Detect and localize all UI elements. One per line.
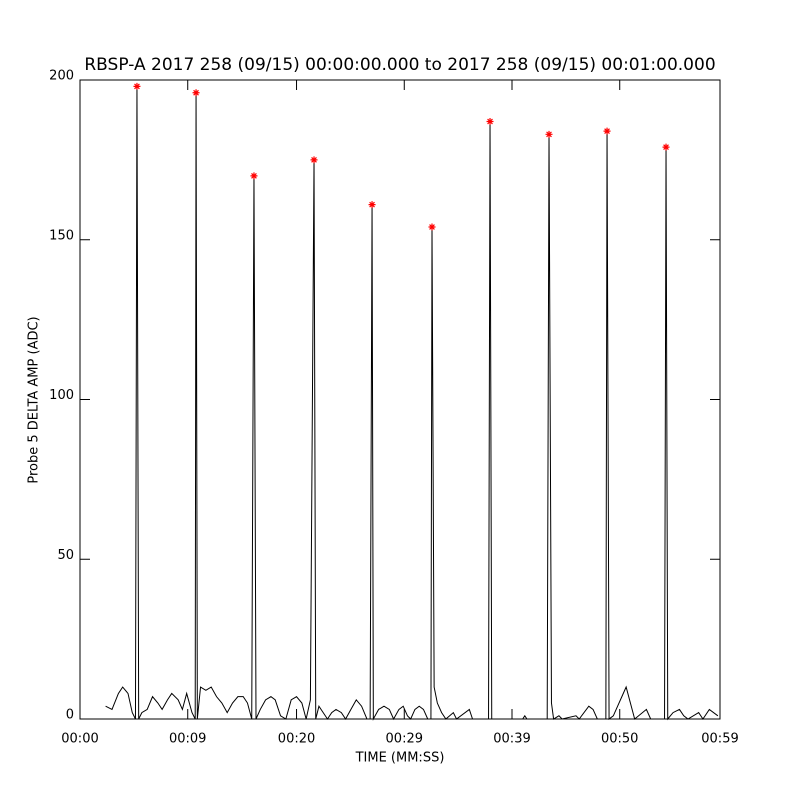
peak-marker xyxy=(192,89,200,97)
peak-marker xyxy=(486,118,494,126)
y-tick-label: 100 xyxy=(49,388,74,403)
y-tick-label: 50 xyxy=(57,548,74,563)
x-tick-label: 00:39 xyxy=(493,732,530,747)
peak-marker xyxy=(310,156,318,164)
peak-marker xyxy=(428,223,436,231)
peak-marker xyxy=(545,130,553,138)
y-tick-label: 200 xyxy=(49,69,74,84)
peak-marker xyxy=(133,82,141,90)
y-tick-label: 150 xyxy=(49,228,74,243)
chart-title: RBSP-A 2017 258 (09/15) 00:00:00.000 to … xyxy=(84,55,715,75)
x-axis-label: TIME (MM:SS) xyxy=(355,751,445,766)
trace-line xyxy=(105,86,719,721)
x-tick-label: 00:29 xyxy=(386,732,423,747)
peak-marker xyxy=(603,127,611,135)
x-tick-label: 00:20 xyxy=(278,732,315,747)
x-tick-label: 00:09 xyxy=(169,732,206,747)
peak-marker xyxy=(250,172,258,180)
x-tick-label: 00:50 xyxy=(601,732,638,747)
y-axis-label: Probe 5 DELTA AMP (ADC) xyxy=(27,316,42,483)
peak-marker xyxy=(368,201,376,209)
peak-marker xyxy=(662,143,670,151)
x-tick-label: 00:00 xyxy=(61,732,98,747)
y-tick-label: 0 xyxy=(66,708,74,723)
x-tick-label: 00:59 xyxy=(701,732,738,747)
